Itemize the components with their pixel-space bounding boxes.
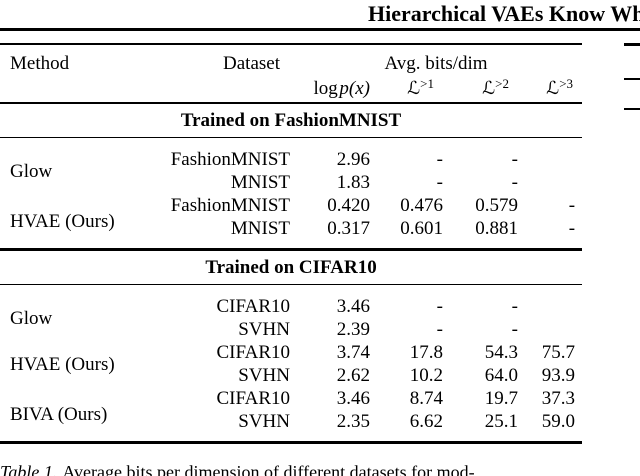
header-row-1: Method Dataset Avg. bits/dim [0, 44, 582, 74]
logpx-cell: 3.74 [336, 342, 370, 363]
l1-cell: 6.62 [409, 411, 443, 432]
dataset-cell: CIFAR10 [216, 342, 290, 363]
section-title: Trained on FashionMNIST [0, 103, 583, 138]
col-header-dataset: Dataset [223, 53, 280, 74]
logpx-cell: 1.83 [336, 172, 370, 193]
section-trained-on-fashionmnist: Trained on FashionMNIST Glow FashionMNIS… [0, 103, 583, 250]
logpx-cell: 2.35 [336, 411, 370, 432]
dataset-cell: CIFAR10 [216, 296, 290, 317]
logpx-cell: 0.317 [327, 218, 370, 239]
l2-cell: 19.7 [484, 388, 518, 409]
l2-cell: - [511, 319, 518, 340]
l2-cell: - [511, 296, 518, 317]
section-trained-on-cifar10: Trained on CIFAR10 Glow CIFAR10 3.46 - -… [0, 249, 583, 443]
l2-cell: 0.881 [475, 218, 518, 239]
l3-cell: 93.9 [541, 365, 576, 386]
dataset-cell: MNIST [230, 172, 290, 193]
table-header: Method Dataset Avg. bits/dim log p(x) ℒ>… [0, 44, 583, 103]
table-caption-label: Table 1. [0, 462, 58, 476]
section-header-row: Trained on CIFAR10 [0, 249, 583, 285]
results-table: Method Dataset Avg. bits/dim log p(x) ℒ>… [0, 43, 583, 444]
table-row: SVHN 2.39 - - [0, 318, 582, 341]
l2-cell: 64.0 [484, 365, 518, 386]
spacer-cell [0, 74, 140, 103]
l1-cell: 8.74 [409, 388, 443, 409]
logpx-cell: 2.39 [336, 319, 370, 340]
l2-cell: 25.1 [484, 411, 518, 432]
method-group-label: BIVA (Ours) [10, 403, 108, 425]
logpx-cell: 0.420 [327, 195, 370, 216]
method-group-label: HVAE (Ours) [10, 353, 115, 375]
l1-cell: 10.2 [409, 365, 443, 386]
col-header-avg-bits-dim: Avg. bits/dim [384, 53, 488, 74]
dataset-cell: MNIST [230, 218, 290, 239]
l3-cell [518, 171, 582, 194]
l2-cell: 54.3 [484, 342, 518, 363]
header-row-2: log p(x) ℒ>1 ℒ>2 ℒ>3 [0, 74, 582, 103]
col-header-method: Method [10, 53, 70, 74]
l1-cell: - [436, 319, 443, 340]
l1-cell: - [436, 172, 443, 193]
l2-cell: - [511, 172, 518, 193]
method-group-label: Glow [10, 160, 53, 182]
l3-cell: - [568, 218, 576, 239]
dataset-cell: FashionMNIST [170, 149, 290, 170]
table-row: HVAE (Ours) FashionMNIST 0.420 0.476 0.5… [0, 194, 582, 232]
spacer-cell [140, 74, 290, 103]
col-header-l-gt-1: ℒ>1 [407, 75, 434, 99]
l1-cell: - [436, 149, 443, 170]
table-row: MNIST 0.317 0.601 0.881 - [0, 217, 582, 250]
table-row: SVHN 2.35 6.62 25.1 59.0 [0, 410, 582, 443]
adjacent-table-rule-fragment [624, 43, 640, 46]
running-head-rule [0, 28, 640, 31]
col-header-l-gt-3: ℒ>3 [546, 75, 574, 99]
adjacent-table-rule-fragment [624, 78, 640, 80]
dataset-cell: SVHN [238, 411, 290, 432]
l2-cell: 0.579 [475, 195, 518, 216]
dataset-cell: SVHN [238, 365, 290, 386]
method-group-label: Glow [10, 307, 53, 329]
logpx-cell: 3.46 [336, 388, 370, 409]
table-row: BIVA (Ours) CIFAR10 3.46 8.74 19.7 37.3 [0, 387, 582, 425]
col-header-log-px: log p(x) [313, 77, 370, 99]
l3-cell: 37.3 [541, 388, 576, 409]
l3-cell [518, 138, 582, 172]
l1-cell: 0.476 [400, 195, 443, 216]
logpx-cell: 2.96 [336, 149, 370, 170]
table-row: Glow FashionMNIST 2.96 - - [0, 138, 582, 182]
method-group-label: HVAE (Ours) [10, 210, 115, 232]
col-header-l-gt-2: ℒ>2 [482, 75, 509, 99]
l3-cell: - [568, 195, 576, 216]
l3-cell [518, 318, 582, 341]
table-row: SVHN 2.62 10.2 64.0 93.9 [0, 364, 582, 387]
table-row: HVAE (Ours) CIFAR10 3.74 17.8 54.3 75.7 [0, 341, 582, 375]
l1-cell: 17.8 [409, 342, 443, 363]
table-row: Glow CIFAR10 3.46 - - [0, 285, 582, 329]
dataset-cell: FashionMNIST [170, 195, 290, 216]
l1-cell: - [436, 296, 443, 317]
logpx-cell: 3.46 [336, 296, 370, 317]
table-row: MNIST 1.83 - - [0, 171, 582, 194]
logpx-cell: 2.62 [336, 365, 370, 386]
section-title: Trained on CIFAR10 [0, 249, 583, 285]
l3-cell: 59.0 [541, 411, 576, 432]
l3-cell: 75.7 [541, 342, 576, 363]
l3-cell [518, 285, 582, 319]
l1-cell: 0.601 [400, 218, 443, 239]
adjacent-table-rule-fragment [624, 108, 640, 110]
section-header-row: Trained on FashionMNIST [0, 103, 583, 138]
table-caption-text: Average bits per dimension of different … [62, 462, 475, 476]
l2-cell: - [511, 149, 518, 170]
running-title: Hierarchical VAEs Know Wh [368, 1, 640, 26]
table-caption: Table 1. Average bits per dimension of di… [0, 462, 640, 476]
dataset-cell: SVHN [238, 319, 290, 340]
dataset-cell: CIFAR10 [216, 388, 290, 409]
